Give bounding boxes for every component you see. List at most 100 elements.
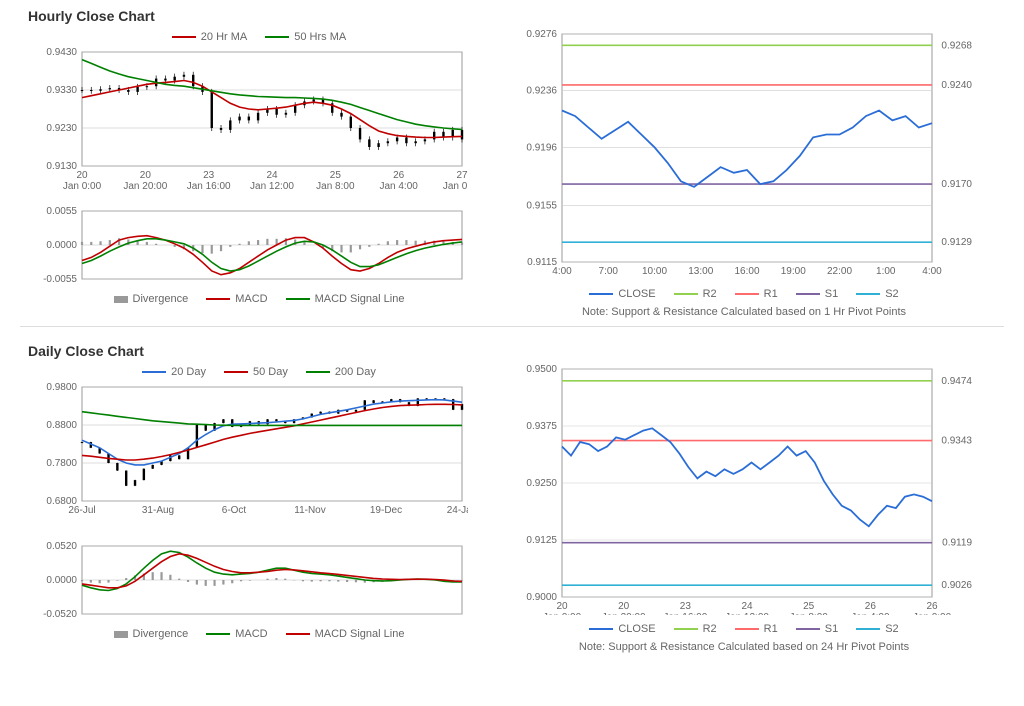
daily-sr-legend: CLOSER2R1S1S2 [508,620,980,638]
legend-item: S2 [856,288,898,300]
legend-item: 50 Day [224,366,288,378]
svg-text:26: 26 [926,601,938,612]
svg-text:19:00: 19:00 [781,266,806,277]
svg-text:20: 20 [556,601,568,612]
svg-text:0.9230: 0.9230 [46,123,77,134]
legend-item: MACD [206,293,267,305]
svg-text:Jan 12:00: Jan 12:00 [250,181,294,192]
hourly-price-legend: 20 Hr MA 50 Hrs MA [28,28,490,46]
svg-text:20: 20 [140,170,152,181]
legend-item: R1 [735,623,778,635]
svg-text:-0.0055: -0.0055 [43,274,77,285]
svg-text:4:00: 4:00 [552,266,572,277]
svg-text:0.9250: 0.9250 [526,478,557,489]
svg-text:0.9236: 0.9236 [526,86,557,97]
daily-macd-legend: Divergence MACD MACD Signal Line [28,625,490,643]
legend-item: 50 Hrs MA [265,31,346,43]
svg-text:Jan 20:00: Jan 20:00 [602,612,646,615]
daily-price-legend: 20 Day 50 Day 200 Day [28,363,490,381]
svg-text:0.9430: 0.9430 [46,47,77,58]
svg-text:23: 23 [203,170,215,181]
svg-text:Jan 4:00: Jan 4:00 [851,612,890,615]
hourly-title: Hourly Close Chart [0,0,1024,28]
svg-text:Jan 8:00: Jan 8:00 [316,181,355,192]
svg-text:24: 24 [266,170,278,181]
svg-text:0.9125: 0.9125 [526,535,557,546]
hourly-section: 20 Hr MA 50 Hrs MA 0.9130 0.9230 0.9330 0.94… [0,28,1024,318]
hourly-sr-legend: CLOSER2R1S1S2 [508,285,980,303]
svg-text:26: 26 [865,601,877,612]
svg-text:25: 25 [330,170,342,181]
svg-text:11-Nov: 11-Nov [294,505,326,516]
svg-text:0.9155: 0.9155 [526,200,557,211]
svg-text:20: 20 [618,601,630,612]
svg-text:24-Jan: 24-Jan [447,505,468,516]
svg-text:13:00: 13:00 [688,266,713,277]
legend-item: 20 Hr MA [172,31,247,43]
svg-text:Jan 16:00: Jan 16:00 [187,181,231,192]
legend-item: Divergence [114,293,189,305]
svg-text:24: 24 [741,601,753,612]
legend-item: 200 Day [306,366,376,378]
svg-text:0.9170: 0.9170 [941,179,972,190]
svg-text:19-Dec: 19-Dec [370,505,402,516]
svg-text:0.9276: 0.9276 [526,29,557,40]
legend-item: S2 [856,623,898,635]
svg-text:31-Aug: 31-Aug [142,505,174,516]
daily-title: Daily Close Chart [0,335,1024,363]
legend-item: MACD Signal Line [286,628,405,640]
svg-text:0.9268: 0.9268 [941,40,972,51]
svg-text:10:00: 10:00 [642,266,667,277]
svg-text:1:00: 1:00 [876,266,896,277]
legend-item: Divergence [114,628,189,640]
svg-text:7:00: 7:00 [599,266,619,277]
daily-sr-note: Note: Support & Resistance Calculated ba… [508,638,980,653]
svg-text:0.9375: 0.9375 [526,421,557,432]
svg-text:20: 20 [76,170,88,181]
svg-text:0.9500: 0.9500 [526,364,557,375]
daily-price-chart: 0.68000.78000.88000.980026-Jul31-Aug6-Oc… [28,381,468,531]
daily-macd-chart: -0.0520 0.0000 0.0520 [28,542,468,620]
svg-text:22:00: 22:00 [827,266,852,277]
svg-text:27: 27 [456,170,468,181]
daily-sr-chart: 0.90000.91250.92500.93750.950020Jan 0:00… [508,363,978,615]
svg-text:26-Jul: 26-Jul [68,505,95,516]
svg-text:0.0000: 0.0000 [46,575,77,586]
svg-text:0.9474: 0.9474 [941,376,972,387]
legend-item: MACD Signal Line [286,293,405,305]
svg-text:Jan 0:00: Jan 0:00 [443,181,468,192]
svg-text:Jan 20:00: Jan 20:00 [123,181,167,192]
legend-item: 20 Day [142,366,206,378]
legend-item: R2 [674,288,717,300]
svg-text:Jan 8:00: Jan 8:00 [789,612,828,615]
svg-text:0.9343: 0.9343 [941,436,972,447]
daily-section: 20 Day50 Day200 Day 0.68000.78000.88000.… [0,363,1024,653]
svg-text:Jan 12:00: Jan 12:00 [725,612,769,615]
svg-text:4:00: 4:00 [922,266,942,277]
svg-text:0.9240: 0.9240 [941,80,972,91]
svg-text:16:00: 16:00 [734,266,759,277]
svg-text:23: 23 [680,601,692,612]
svg-text:Jan 4:00: Jan 4:00 [379,181,418,192]
svg-text:0.9000: 0.9000 [526,592,557,603]
svg-text:0.0520: 0.0520 [46,542,77,552]
section-divider [20,326,1004,327]
svg-text:0.9330: 0.9330 [46,85,77,96]
svg-text:0.9800: 0.9800 [46,382,77,393]
svg-text:0.7800: 0.7800 [46,458,77,469]
svg-text:-0.0520: -0.0520 [43,609,77,620]
legend-item: MACD [206,628,267,640]
hourly-price-chart: 0.91300.92300.93300.943020Jan 0:0020Jan … [28,46,468,196]
svg-text:0.8800: 0.8800 [46,420,77,431]
hourly-sr-chart: 0.91150.91550.91960.92360.92764:007:0010… [508,28,978,280]
legend-item: S1 [796,288,838,300]
svg-text:0.9196: 0.9196 [526,142,557,153]
svg-text:Jan 16:00: Jan 16:00 [663,612,707,615]
hourly-sr-note: Note: Support & Resistance Calculated ba… [508,303,980,318]
hourly-macd-chart: -0.00550.00000.0055 [28,207,468,285]
svg-text:Jan 0:00: Jan 0:00 [543,612,582,615]
legend-item: R1 [735,288,778,300]
legend-item: S1 [796,623,838,635]
legend-item: CLOSE [589,623,655,635]
svg-text:0.9130: 0.9130 [46,161,77,172]
